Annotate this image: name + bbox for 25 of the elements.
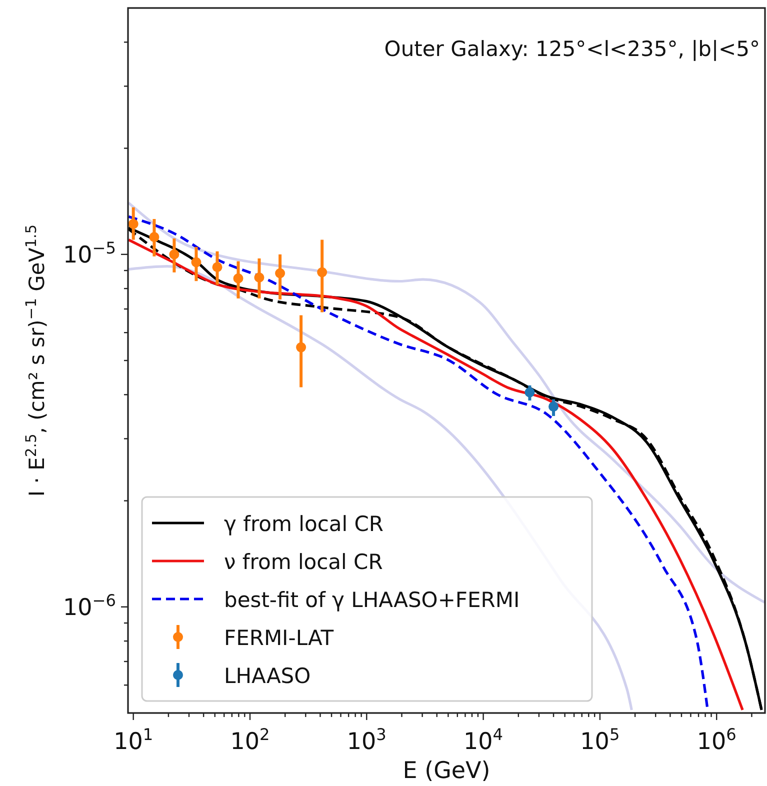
y-tick-label: 10$^{−5}$ xyxy=(62,238,116,268)
x-tick-label: 10$^{6}$ xyxy=(696,724,736,755)
point xyxy=(275,268,286,278)
y-tick-label: 10$^{−6}$ xyxy=(62,590,116,621)
legend-label: γ from local CR xyxy=(224,512,384,536)
point xyxy=(254,272,264,282)
legend-label: LHAASO xyxy=(224,664,311,688)
x-tick-label: 10$^{5}$ xyxy=(580,724,620,755)
point xyxy=(212,262,222,272)
legend-label: best-fit of γ LHAASO+FERMI xyxy=(224,588,520,612)
legend-label: FERMI-LAT xyxy=(224,626,334,650)
x-tick-label: 10$^{4}$ xyxy=(464,724,504,755)
x-axis-title: E (GeV) xyxy=(402,758,490,784)
point xyxy=(128,218,138,229)
x-tick-label: 10$^{2}$ xyxy=(230,724,270,755)
point xyxy=(233,273,244,284)
x-tick-label: 10$^{3}$ xyxy=(346,724,386,755)
legend-label: ν from local CR xyxy=(224,550,383,574)
point xyxy=(191,257,202,268)
point xyxy=(317,267,328,278)
x-tick-label: 10$^{1}$ xyxy=(114,724,154,755)
point xyxy=(296,342,306,352)
annotation: Outer Galaxy: 125°<l<235°, |b|<5° xyxy=(384,37,760,61)
point xyxy=(169,249,180,260)
point xyxy=(149,232,160,242)
